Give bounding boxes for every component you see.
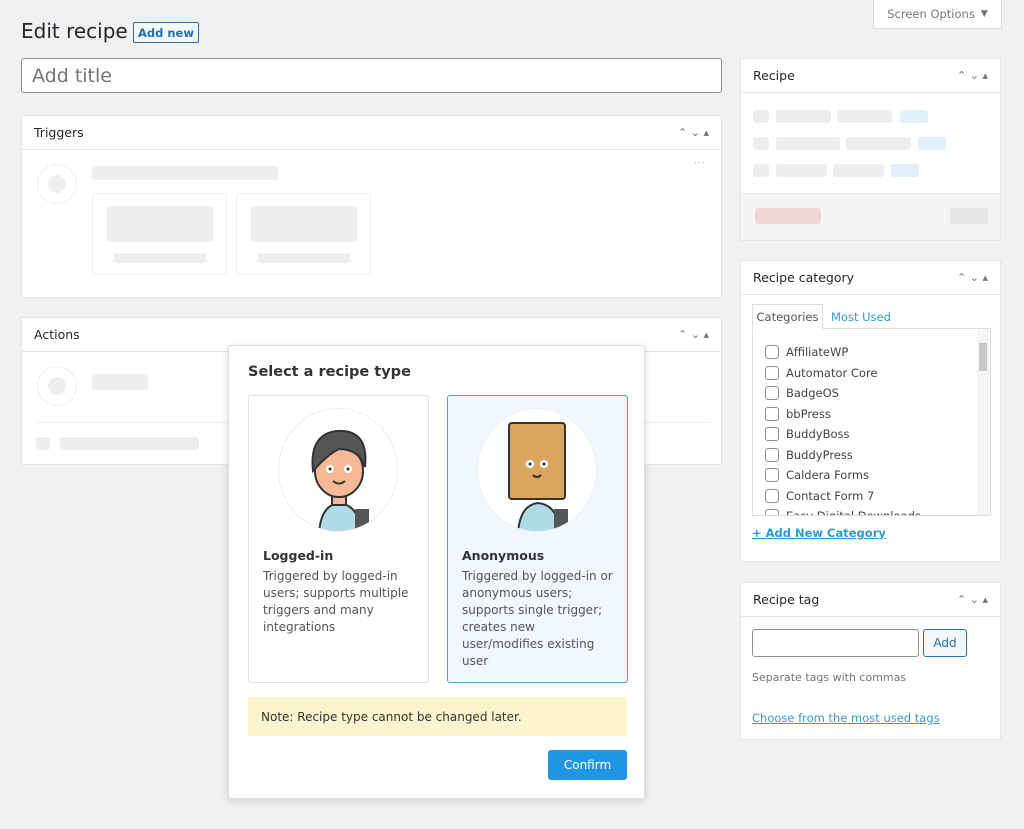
checkbox[interactable]	[765, 365, 779, 380]
category-label: Automator Core	[786, 365, 878, 380]
recipe-title: Recipe	[753, 68, 795, 83]
recipe-category-panel: Recipe category ⌃ ⌄ ▴ Categories Most Use…	[740, 260, 1001, 562]
checkbox[interactable]	[765, 488, 779, 503]
confirm-button[interactable]: Confirm	[548, 750, 627, 780]
actions-title: Actions	[34, 327, 80, 342]
option-desc: Triggered by logged-in users; supports m…	[263, 569, 409, 634]
checkbox[interactable]	[765, 509, 779, 515]
tag-hint: Separate tags with commas	[752, 671, 907, 684]
checkbox[interactable]	[765, 345, 779, 360]
panel-controls[interactable]: ⌃ ⌄ ▴	[957, 593, 988, 606]
option-title: Logged-in	[263, 548, 334, 563]
category-item[interactable]: Easy Digital Downloads	[765, 506, 990, 515]
category-label: AffiliateWP	[786, 345, 849, 360]
anonymous-avatar-icon	[477, 408, 597, 532]
category-item[interactable]: BuddyPress	[765, 445, 990, 466]
category-item[interactable]: Automator Core	[765, 363, 990, 384]
recipe-tag-panel: Recipe tag ⌃ ⌄ ▴ Add Separate tags with c…	[740, 582, 1001, 740]
option-logged-in[interactable]: Logged-in Triggered by logged-in users; …	[248, 395, 429, 683]
category-item[interactable]: BadgeOS	[765, 383, 990, 404]
tab-categories[interactable]: Categories	[752, 304, 823, 329]
tag-input[interactable]	[752, 629, 919, 657]
panel-controls[interactable]: ⌃ ⌄ ▴	[957, 271, 988, 284]
add-new-button[interactable]: Add new	[133, 22, 199, 43]
add-new-category-link[interactable]: + Add New Category	[752, 526, 886, 540]
note-banner: Note: Recipe type cannot be changed late…	[248, 697, 627, 736]
option-anonymous[interactable]: Anonymous Triggered by logged-in or anon…	[447, 395, 628, 683]
category-item[interactable]: BuddyBoss	[765, 424, 990, 445]
title-input[interactable]	[21, 58, 722, 93]
modal-title: Select a recipe type	[248, 364, 411, 380]
logged-in-avatar-icon	[278, 408, 398, 532]
screen-options-button[interactable]: Screen Options ▼	[873, 0, 1002, 29]
screen-options-label: Screen Options	[887, 7, 975, 21]
page-title: Edit recipe	[21, 19, 128, 43]
category-item[interactable]: Contact Form 7	[765, 486, 990, 507]
placeholder-avatar	[37, 164, 77, 204]
checkbox[interactable]	[765, 468, 779, 483]
panel-controls[interactable]: ⌃ ⌄ ▴	[678, 328, 709, 341]
checkbox[interactable]	[765, 427, 779, 442]
category-item[interactable]: Caldera Forms	[765, 465, 990, 486]
choose-tags-link[interactable]: Choose from the most used tags	[752, 711, 940, 725]
panel-controls[interactable]: ⌃ ⌄ ▴	[678, 126, 709, 139]
category-title: Recipe category	[753, 270, 855, 285]
category-label: BadgeOS	[786, 386, 839, 401]
category-item[interactable]: bbPress	[765, 404, 990, 425]
triggers-panel: Triggers ⌃ ⌄ ▴ ···	[21, 115, 722, 298]
category-label: Contact Form 7	[786, 488, 875, 503]
more-icon[interactable]: ···	[693, 156, 705, 170]
tab-most-used[interactable]: Most Used	[831, 310, 891, 324]
recipe-panel: Recipe ⌃ ⌄ ▴	[740, 58, 1001, 241]
category-label: Caldera Forms	[786, 468, 870, 483]
category-label: bbPress	[786, 406, 831, 421]
checkbox[interactable]	[765, 406, 779, 421]
checkbox[interactable]	[765, 386, 779, 401]
checkbox[interactable]	[765, 447, 779, 462]
triggers-title: Triggers	[34, 125, 84, 140]
caret-down-icon: ▼	[980, 9, 988, 19]
panel-controls[interactable]: ⌃ ⌄ ▴	[957, 69, 988, 82]
scrollbar[interactable]	[977, 329, 989, 515]
category-item[interactable]: AffiliateWP	[765, 342, 990, 363]
option-desc: Triggered by logged-in or anonymous user…	[462, 569, 613, 668]
category-label: BuddyBoss	[786, 427, 850, 442]
category-list[interactable]: AffiliateWP Automator Core BadgeOS bbPress B…	[752, 328, 991, 516]
add-tag-button[interactable]: Add	[923, 629, 967, 657]
option-title: Anonymous	[462, 548, 545, 563]
tag-title: Recipe tag	[753, 592, 820, 607]
category-label: Easy Digital Downloads	[786, 509, 921, 515]
recipe-type-modal: Select a recipe type Logged-in Triggered…	[228, 345, 645, 799]
category-label: BuddyPress	[786, 447, 853, 462]
